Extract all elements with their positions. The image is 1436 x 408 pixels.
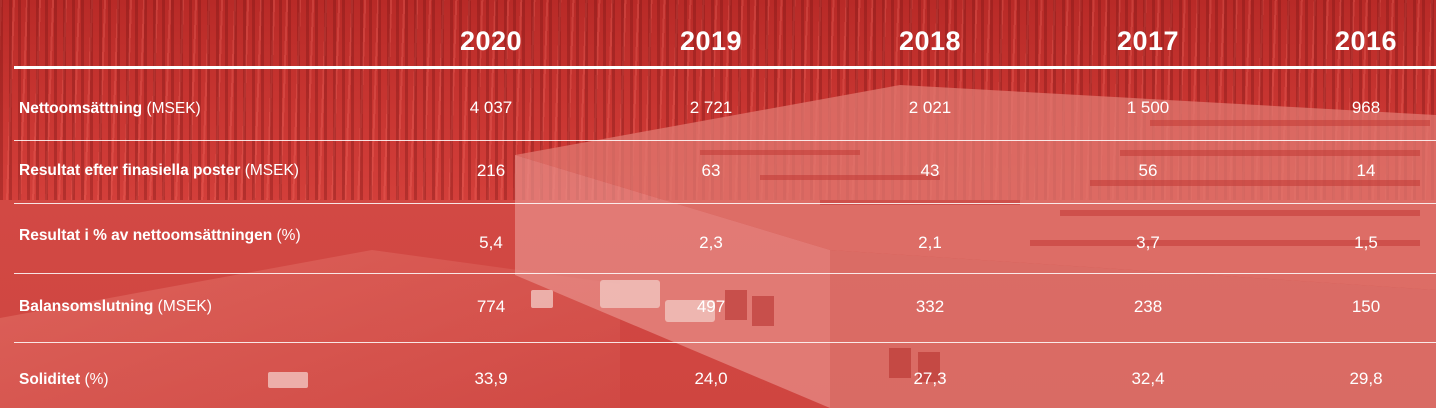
table-cell: 32,4	[1131, 369, 1165, 388]
table-cell: 4 037	[469, 98, 513, 117]
table-cell: 332	[915, 297, 945, 316]
row-label-resultat-efter-finansiella-poster: Resultat efter finasiella poster (MSEK)	[19, 162, 299, 179]
table-cell: 150	[1351, 297, 1381, 316]
row-divider	[14, 203, 1436, 204]
table-cell: 216	[476, 161, 506, 180]
row-label-nettoomsattning: Nettoomsättning (MSEK)	[19, 100, 201, 117]
table-cell: 27,3	[913, 369, 947, 388]
table-cell: 2,1	[918, 233, 942, 252]
row-divider	[14, 140, 1436, 141]
table-cell: 14	[1356, 161, 1376, 180]
table-cell: 56	[1138, 161, 1158, 180]
table-cell: 43	[920, 161, 940, 180]
table-cell: 238	[1133, 297, 1163, 316]
year-header-2020: 2020	[459, 26, 523, 56]
table-cell: 63	[701, 161, 721, 180]
row-label-resultat-i-procent: Resultat i % av nettoomsättningen (%)	[19, 227, 301, 244]
table-cell: 1,5	[1354, 233, 1378, 252]
table-cell: 2 721	[689, 98, 733, 117]
year-header-2018: 2018	[898, 26, 962, 56]
row-divider	[14, 342, 1436, 343]
header-divider	[14, 66, 1436, 69]
table-cell: 2,3	[699, 233, 723, 252]
year-header-2017: 2017	[1116, 26, 1180, 56]
table-cell: 497	[696, 297, 726, 316]
row-divider	[14, 273, 1436, 274]
table-cell: 24,0	[694, 369, 728, 388]
year-header-2019: 2019	[679, 26, 743, 56]
row-label-soliditet: Soliditet (%)	[19, 371, 109, 388]
row-label-balansomslutning: Balansomslutning (MSEK)	[19, 298, 212, 315]
table-cell: 774	[476, 297, 506, 316]
table-cell: 968	[1351, 98, 1381, 117]
table-cell: 3,7	[1136, 233, 1160, 252]
table-cell: 5,4	[479, 233, 503, 252]
table-cell: 2 021	[908, 98, 952, 117]
table-cell: 1 500	[1126, 98, 1170, 117]
year-header-2016: 2016	[1334, 26, 1398, 56]
table-cell: 29,8	[1349, 369, 1383, 388]
table-cell: 33,9	[474, 369, 508, 388]
